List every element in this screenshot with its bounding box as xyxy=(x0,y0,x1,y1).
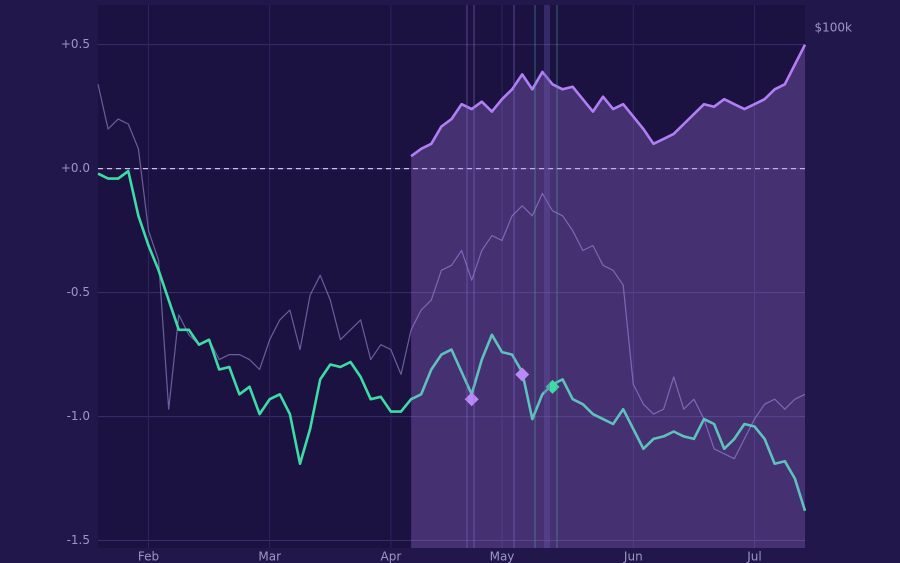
marker xyxy=(515,367,530,382)
line xyxy=(410,44,807,158)
x-tick-label: Mar xyxy=(258,550,281,563)
x-tick-label: Jun xyxy=(623,550,643,563)
plot-layer xyxy=(97,5,807,548)
x-tick-label: Jul xyxy=(746,550,761,563)
line xyxy=(97,169,807,512)
line xyxy=(97,84,806,460)
y-tick-label: -0.5 xyxy=(67,285,90,299)
plot-area xyxy=(98,5,805,548)
corner-label: $100k xyxy=(815,21,853,35)
x-tick-label: May xyxy=(490,550,515,563)
y-tick-label: -1.5 xyxy=(67,533,90,547)
x-tick-label: Apr xyxy=(381,550,402,563)
y-tick-label: +0.5 xyxy=(61,37,90,51)
y-tick-label: +0.0 xyxy=(61,161,90,175)
event-band xyxy=(544,5,550,548)
x-tick-label: Feb xyxy=(138,550,159,563)
event-lines xyxy=(466,5,558,548)
marker xyxy=(545,379,560,394)
area xyxy=(411,44,805,548)
y-tick-label: -1.0 xyxy=(67,409,90,423)
marker xyxy=(464,392,479,407)
